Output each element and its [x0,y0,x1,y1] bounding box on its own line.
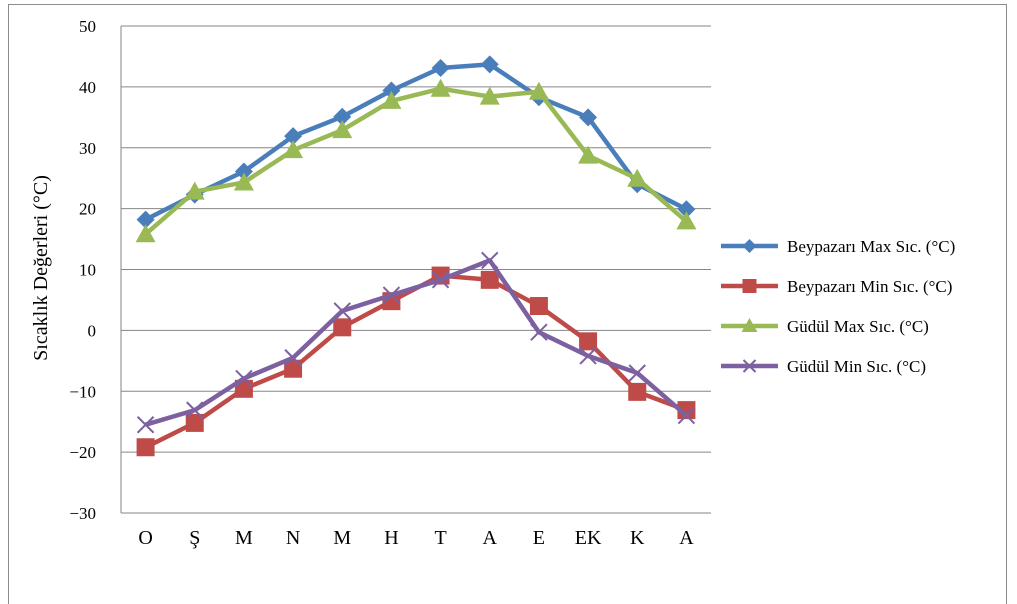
data-point-diamond [677,200,696,219]
x-tick-label: H [384,527,398,549]
y-tick-labels: 50 40 30 20 10 0 −10 −20 −30 [69,17,96,523]
data-point-square [742,279,757,293]
data-point-x [136,416,155,434]
data-point-triangle [676,211,697,230]
data-point-square [333,318,352,337]
data-point-triangle [381,90,402,109]
data-point-diamond [136,210,155,229]
y-tick-label: 40 [79,78,96,97]
legend-item: Güdül Max Sıc. (°C) [721,317,929,336]
data-point-x [481,251,499,270]
y-tick-label: 30 [79,139,96,158]
x-tick-label: N [286,527,300,549]
x-tick-label: E [533,527,545,549]
data-point-diamond [742,239,757,253]
data-point-square [284,359,303,378]
y-tick-label: 20 [79,200,96,219]
data-point-triangle [479,86,500,105]
data-point-square [529,297,548,316]
data-point-diamond [382,81,401,100]
x-tick-label: O [138,527,152,549]
data-point-square [136,438,155,457]
y-axis-label: Sıcaklık Değerleri (°C) [30,175,52,361]
chart-border [8,4,1007,604]
series-lines [135,55,697,457]
data-point-x [235,369,253,388]
data-point-square [579,332,598,351]
x-tick-label: K [630,527,645,549]
data-point-x [284,349,302,367]
y-tick-label: −20 [69,443,96,462]
data-point-diamond [284,127,303,146]
x-tick-label: T [434,527,446,549]
y-tick-label: 10 [79,261,96,280]
data-point-square [628,382,647,401]
legend-item: Beypazarı Max Sıc. (°C) [721,237,955,256]
data-point-triangle [332,120,353,139]
x-tick-labels: O Ş M N M H T A E EK K A [138,527,694,549]
x-tick-label: M [235,527,253,549]
series [135,78,697,243]
data-point-triangle [283,140,304,159]
series [136,266,696,457]
data-point-triangle [578,145,599,164]
x-tick-label: A [679,527,694,549]
data-point-triangle [233,172,254,191]
data-point-diamond [579,108,598,127]
data-point-diamond [431,59,450,78]
data-point-triangle [430,78,451,97]
x-tick-label: Ş [189,527,200,549]
x-tick-label: EK [575,527,602,549]
y-tick-label: −30 [69,504,96,523]
x-tick-label: M [333,527,351,549]
x-tick-label: A [483,527,498,549]
legend-item: Beypazarı Min Sıc. (°C) [721,277,952,296]
series-line [144,62,688,222]
data-point-x [579,347,597,365]
y-tick-label: 0 [88,321,97,340]
data-point-triangle [528,81,549,100]
data-point-triangle [627,168,648,187]
data-point-diamond [234,162,253,181]
data-point-x [186,401,204,419]
legend-label: Beypazarı Min Sıc. (°C) [787,277,952,296]
data-point-x [333,302,351,320]
data-point-x [628,364,646,382]
data-point-x [431,271,450,289]
data-point-triangle [184,181,205,200]
series-line [144,258,688,427]
legend-label: Güdül Min Sıc. (°C) [787,357,926,376]
data-point-square [185,413,204,432]
data-point-x [742,359,757,373]
data-point-triangle [741,318,758,332]
legend-item: Güdül Min Sıc. (°C) [721,357,926,376]
data-point-square [480,270,499,289]
data-point-triangle [135,224,156,243]
series [136,55,696,229]
series-line [144,86,688,236]
legend-label: Beypazarı Max Sıc. (°C) [787,237,955,256]
data-point-x [677,406,696,425]
data-point-x [382,286,401,304]
legend-label: Güdül Max Sıc. (°C) [787,317,929,336]
data-point-x [530,323,548,341]
data-point-diamond [333,107,352,126]
gridlines [121,25,711,514]
legend: Beypazarı Max Sıc. (°C) Beypazarı Min Sıc… [721,237,955,376]
y-tick-label: 50 [79,17,96,36]
series [136,251,696,434]
y-tick-label: −10 [69,382,96,401]
data-point-diamond [480,55,499,74]
